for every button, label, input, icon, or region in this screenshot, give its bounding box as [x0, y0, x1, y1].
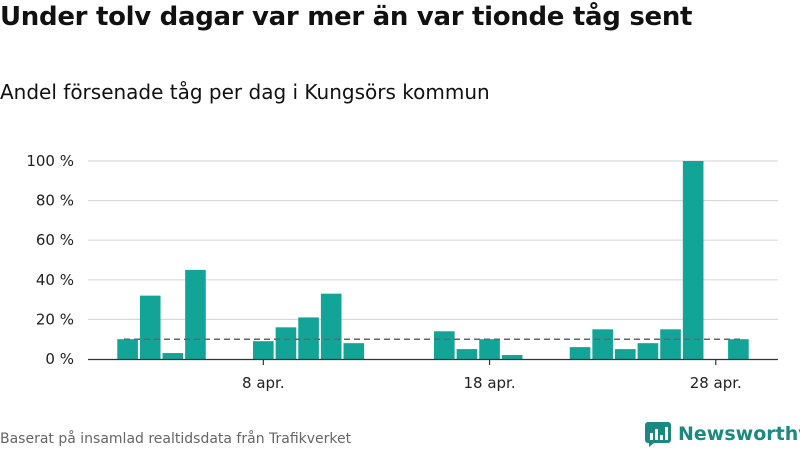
x-tick-label: 28 apr. [690, 374, 742, 392]
bar [637, 343, 659, 359]
y-tick-label: 80 % [36, 192, 74, 210]
bar [275, 327, 297, 359]
bar [660, 329, 681, 359]
bar [162, 353, 184, 359]
y-tick-label: 20 % [36, 310, 74, 328]
bar [139, 295, 161, 359]
newsworthy-logo-icon [645, 422, 671, 447]
bar [456, 349, 478, 359]
bar [479, 339, 500, 359]
bar [728, 339, 749, 359]
bar [614, 349, 636, 359]
bar [592, 329, 613, 359]
bar [682, 161, 704, 359]
y-axis-tick-labels: 0 % 20 % 40 % 60 % 80 % 100 % [26, 152, 74, 368]
bar [434, 331, 455, 359]
bar [253, 341, 274, 359]
bar [569, 347, 591, 359]
bar [185, 269, 206, 359]
source-note: Baserat på insamlad realtidsdata från Tr… [0, 431, 352, 447]
bar-chart: 0 % 20 % 40 % 60 % 80 % 100 % 8 apr. 18 apr. 28… [26, 152, 778, 392]
y-tick-label: 0 % [45, 350, 74, 368]
bar [117, 339, 138, 359]
bar [501, 355, 523, 359]
x-axis-tick-labels: 8 apr. 18 apr. 28 apr. [242, 359, 742, 392]
bar [298, 317, 319, 359]
brand-logo: Newsworthy [644, 420, 800, 448]
bar [343, 343, 365, 359]
bar [320, 293, 342, 359]
brand-name: Newsworthy [678, 423, 800, 445]
y-tick-label: 100 % [26, 152, 74, 170]
y-tick-label: 40 % [36, 271, 74, 289]
bar-series [117, 161, 749, 359]
chart-subtitle: Andel försenade tåg per dag i Kungsörs k… [0, 80, 490, 104]
y-tick-label: 60 % [36, 231, 74, 249]
chart-title: Under tolv dagar var mer än var tionde t… [0, 2, 693, 32]
x-tick-label: 8 apr. [242, 374, 285, 392]
x-tick-label: 18 apr. [463, 374, 515, 392]
